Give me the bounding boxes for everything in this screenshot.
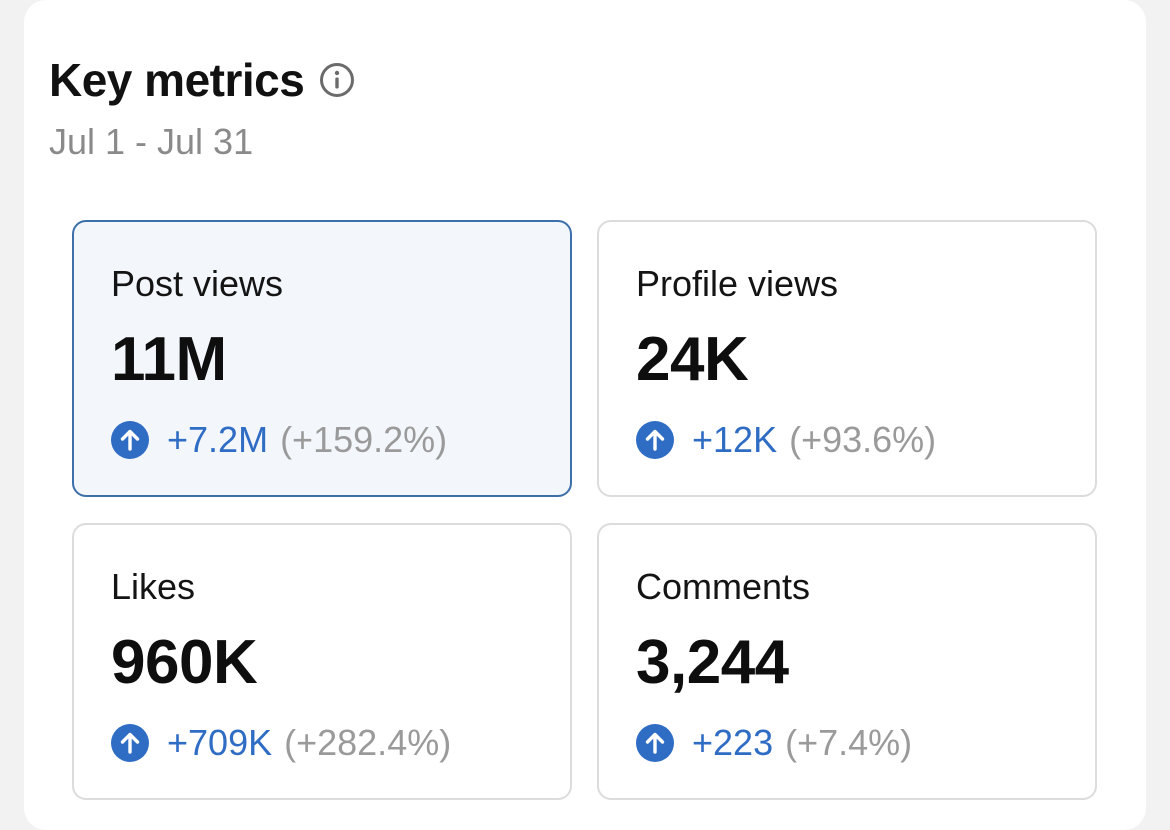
metric-card-profile-views[interactable]: Profile views 24K +12K (+93.6%) — [597, 220, 1097, 497]
arrow-up-circle-icon — [636, 724, 674, 762]
metric-percent: (+282.4%) — [284, 722, 452, 763]
arrow-up-circle-icon — [111, 421, 149, 459]
metric-value: 24K — [636, 325, 749, 394]
metric-change: +709K (+282.4%) — [111, 721, 451, 765]
metric-delta: +223 — [692, 722, 774, 763]
metric-label: Comments — [636, 566, 811, 607]
metric-delta: +7.2M — [167, 419, 269, 460]
page-title: Key metrics — [49, 54, 305, 106]
date-range: Jul 1 - Jul 31 — [49, 121, 254, 162]
metric-card-comments[interactable]: Comments 3,244 +223 (+7.4%) — [597, 523, 1097, 800]
metric-change: +223 (+7.4%) — [636, 721, 912, 765]
metric-value: 960K — [111, 628, 258, 697]
metric-card-likes[interactable]: Likes 960K +709K (+282.4%) — [72, 523, 572, 800]
metric-percent: (+7.4%) — [785, 722, 913, 763]
metric-change: +7.2M (+159.2%) — [111, 418, 447, 462]
arrow-up-circle-icon — [636, 421, 674, 459]
metric-label: Likes — [111, 566, 196, 607]
key-metrics-header: Key metrics — [49, 52, 355, 108]
metric-percent: (+93.6%) — [789, 419, 937, 460]
metric-change: +12K (+93.6%) — [636, 418, 936, 462]
metric-label: Profile views — [636, 263, 839, 304]
arrow-up-circle-icon — [111, 724, 149, 762]
metric-value: 11M — [111, 325, 227, 394]
metric-percent: (+159.2%) — [280, 419, 448, 460]
metric-delta: +709K — [167, 722, 273, 763]
metric-delta: +12K — [692, 419, 778, 460]
metric-value: 3,244 — [636, 628, 789, 697]
metric-label: Post views — [111, 263, 284, 304]
info-icon[interactable] — [319, 62, 355, 98]
metric-card-post-views[interactable]: Post views 11M +7.2M (+159.2%) — [72, 220, 572, 497]
